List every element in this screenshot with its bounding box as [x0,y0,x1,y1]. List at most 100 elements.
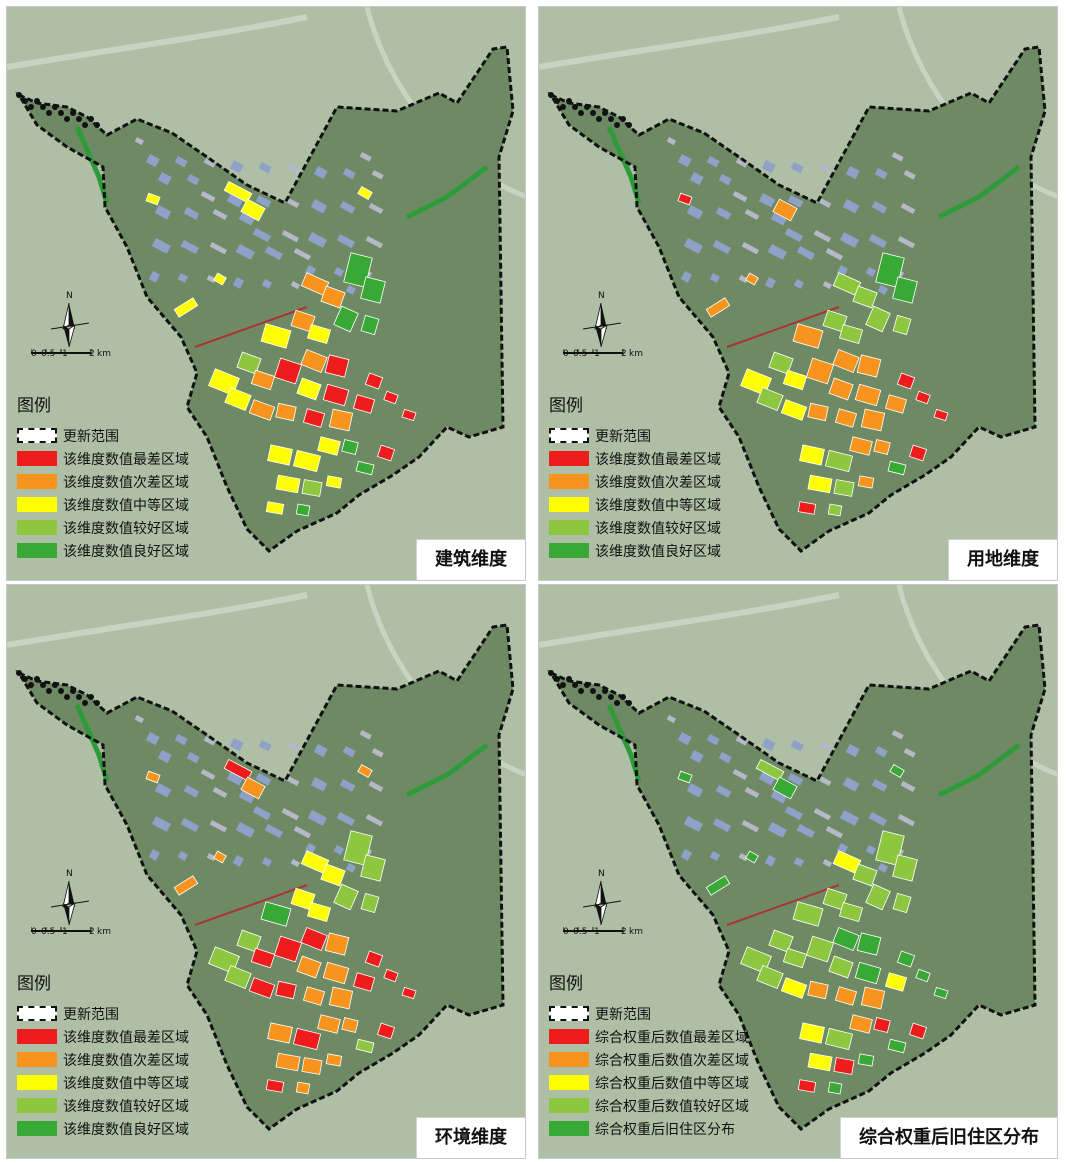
map-panel-building: N 0 0.5 1 2 km 图例 [6,6,526,581]
legend-label: 该维度数值次差区域 [63,1052,189,1069]
shrub-mark [578,110,584,116]
building-footprint [822,858,833,868]
building-footprint [293,826,312,839]
building-footprint [258,740,272,752]
scale-tick-0: 0 [31,927,37,937]
building-footprint [764,277,777,289]
land-parcel [849,1014,873,1034]
legend-label: 该维度数值中等区域 [595,497,721,514]
land-parcel [360,854,386,882]
main-road [726,306,840,348]
land-parcel [296,955,322,979]
land-parcel [915,390,931,405]
map-legend: 图例 更新范围 该维度数值最差区域 该维度数值次差区域 该维度数值中等区域 该维… [17,973,257,1140]
scale-tick-0: 0 [563,927,569,937]
land-parcel [355,1038,375,1054]
building-footprint [261,279,273,289]
building-footprint [229,159,244,174]
background-road [539,592,840,648]
land-parcel [360,892,380,914]
shrub-mark [602,110,608,116]
boundary-swatch [17,428,57,443]
land-parcel [856,932,882,956]
north-arrow-and-scale: N 0 0.5 1 2 km [563,869,643,945]
building-footprint [822,280,833,290]
land-parcel [824,449,854,473]
shrub-mark [46,110,52,116]
building-footprint [732,769,748,780]
scale-bar: 0 0.5 1 2 km [563,349,643,361]
land-parcel [236,929,262,953]
built-up-area [134,136,384,295]
building-footprint [874,168,888,180]
legend-label: 综合权重后数值中等区域 [595,1075,749,1092]
scale-bar: 0 0.5 1 2 km [563,927,643,939]
building-footprint [683,816,704,832]
swatch-fair [549,1098,589,1113]
land-parcel [302,408,326,428]
land-parcel [295,1081,311,1095]
land-parcel [360,314,380,336]
building-footprint [209,820,228,833]
land-parcel [145,770,161,784]
scale-tick-2: 1 [62,349,68,359]
building-footprint [845,165,860,180]
land-parcel [273,935,303,963]
land-parcel [275,980,297,1000]
land-parcel [756,964,784,990]
renewal-boundary [15,45,515,553]
building-footprint [200,769,216,780]
land-parcel [236,351,262,375]
building-footprint [154,205,172,220]
land-parcel [401,408,417,422]
legend-label: 该维度数值中等区域 [63,1075,189,1092]
land-parcel [306,324,332,344]
built-up-area [134,715,384,873]
land-parcel [884,972,908,992]
scale-unit: km [629,349,643,359]
land-parcel [892,314,912,336]
land-parcel [908,1022,928,1040]
shrub-mark [602,688,608,694]
land-parcel [807,980,829,1000]
land-parcel [856,354,882,378]
land-parcel [908,444,928,462]
map-panel-land-use: N 0 0.5 1 2 km 图例 [538,6,1058,581]
scale-tick-2: 1 [594,349,600,359]
land-parcel [677,192,693,206]
building-footprint [865,845,877,855]
legend-title: 图例 [17,974,51,994]
legend-title: 图例 [549,974,583,994]
shrub-edge [16,670,100,706]
study-area [19,47,513,551]
building-footprint [235,822,256,838]
building-footprint [145,732,160,746]
shrub-mark [608,116,614,122]
building-footprint [790,162,804,174]
scale-tick-0: 0 [31,349,37,359]
land-parcel [248,977,276,999]
land-parcel [265,501,285,515]
legend-row-medium: 该维度数值中等区域 [17,493,257,516]
land-parcel [915,968,931,983]
land-parcel [320,863,346,887]
land-parcel [807,402,829,422]
building-footprint [666,715,677,724]
building-footprint [134,715,145,724]
land-parcel [852,285,878,309]
map-panel-weighted: N 0 0.5 1 2 km 图例 [538,584,1058,1159]
land-parcel [780,399,808,421]
shrub-mark [554,676,560,682]
land-parcel [780,977,808,999]
legend-row-good: 该维度数值良好区域 [17,539,257,562]
building-footprint [310,777,328,792]
scale-tick-3: 2 [621,927,627,937]
north-arrow-icon [31,302,92,354]
land-parcel [792,901,824,927]
north-arrow-and-scale: N 0 0.5 1 2 km [563,291,643,367]
legend-row-worst: 该维度数值最差区域 [17,1025,257,1048]
north-label: N [598,869,605,879]
land-parcel [824,1027,854,1051]
shrub-mark [566,98,572,104]
land-parcel [745,272,759,286]
